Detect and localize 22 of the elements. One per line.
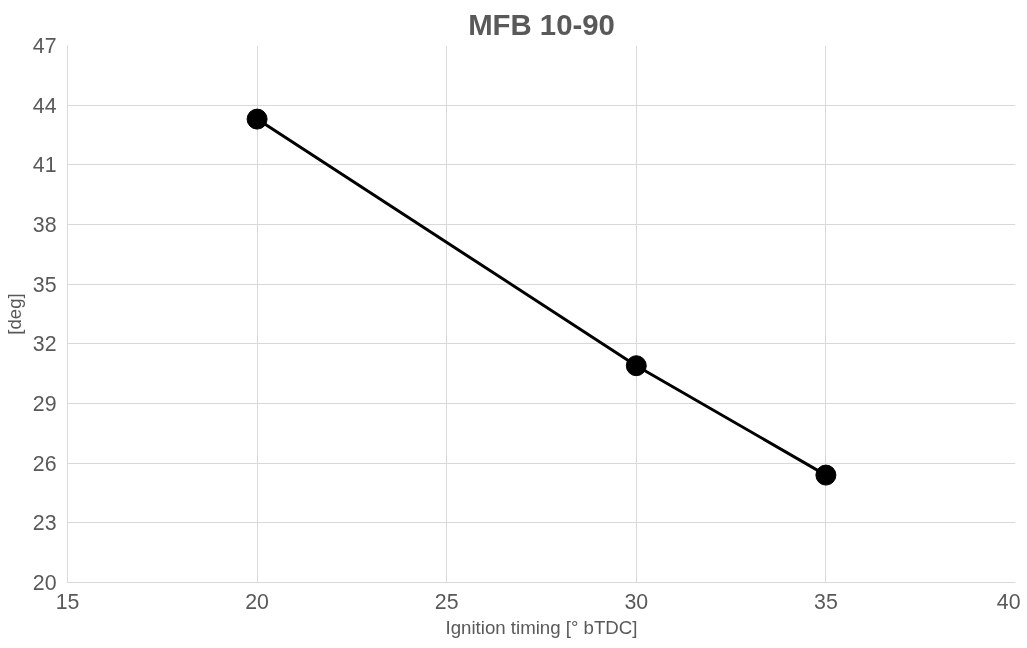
y-tick-label: 20 bbox=[32, 571, 57, 595]
y-tick-label: 35 bbox=[32, 272, 57, 297]
y-tick-label: 26 bbox=[32, 451, 57, 476]
x-tick-label: 25 bbox=[434, 589, 459, 614]
y-tick-label: 41 bbox=[32, 153, 57, 178]
x-tick-label: 30 bbox=[624, 589, 649, 614]
x-tick-label: 15 bbox=[55, 589, 80, 614]
x-tick-label: 35 bbox=[814, 589, 838, 614]
y-axis-title: [deg] bbox=[3, 293, 25, 335]
x-tick-label: 40 bbox=[996, 589, 1021, 614]
y-tick-label: 44 bbox=[32, 93, 57, 118]
point bbox=[625, 355, 647, 377]
y-tick-label: 32 bbox=[32, 332, 57, 357]
y-tick-label: 38 bbox=[32, 213, 57, 237]
chart-title: MFB 10-90 bbox=[468, 7, 615, 41]
point bbox=[815, 464, 837, 486]
y-tick-label: 23 bbox=[32, 511, 57, 536]
x-tick-label: 20 bbox=[245, 589, 270, 614]
x-axis-title: Ignition timing [° bTDC] bbox=[445, 616, 638, 638]
y-tick-label: 29 bbox=[32, 392, 57, 416]
y-tick-label: 47 bbox=[32, 34, 57, 58]
point bbox=[246, 108, 268, 130]
